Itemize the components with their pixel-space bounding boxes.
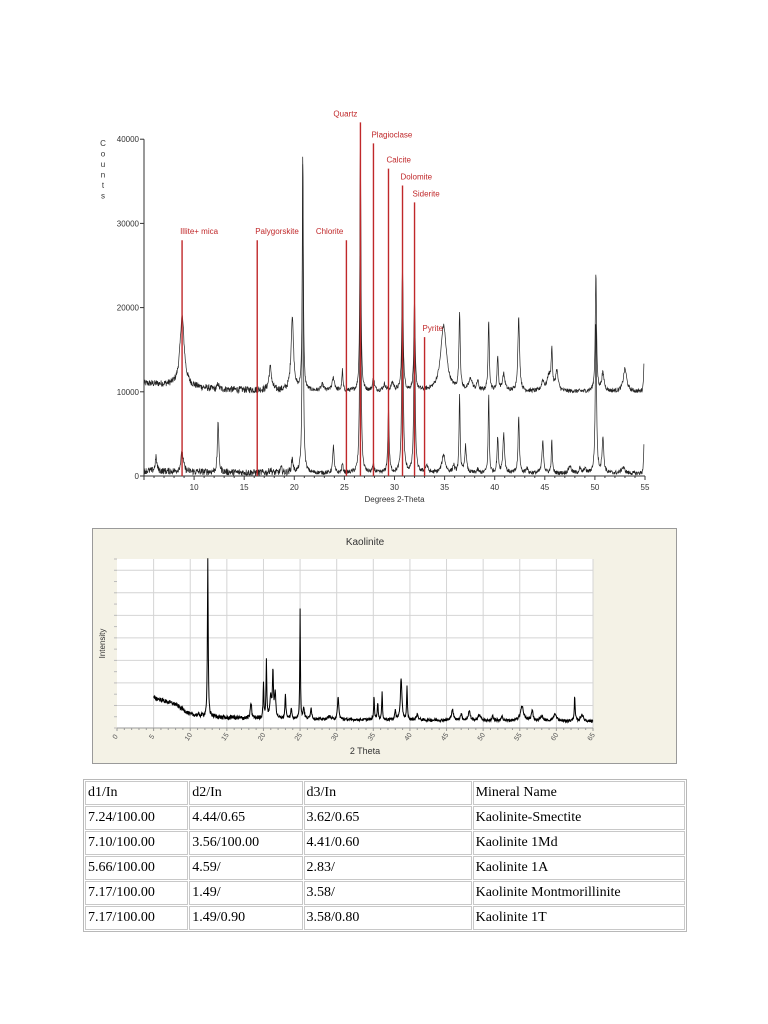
table-row: 7.17/100.00 1.49/3.58/Kaolinite Montmoril… bbox=[85, 881, 685, 905]
x-tick-label: 55 bbox=[513, 732, 523, 742]
table-cell: 3.62/0.65 bbox=[303, 806, 472, 830]
x-tick-label: 10 bbox=[184, 732, 194, 742]
x-tick-label: 45 bbox=[440, 732, 450, 742]
y-tick-label: 30000 bbox=[117, 219, 140, 228]
x-tick-label: 60 bbox=[550, 732, 560, 742]
reference-label: Quartz bbox=[333, 110, 357, 118]
x-tick-label: 55 bbox=[641, 483, 650, 492]
table-cell: Kaolinite 1A bbox=[472, 856, 685, 880]
x-tick-label: 25 bbox=[340, 483, 349, 492]
x-tick-label: 5 bbox=[148, 733, 156, 740]
reference-label: Calcite bbox=[386, 156, 411, 165]
reference-label: Chlorite bbox=[316, 227, 344, 236]
table-cell: 3.58/ bbox=[303, 881, 472, 905]
table-cell: 4.44/0.65 bbox=[189, 806, 303, 830]
y-tick-label: 20000 bbox=[117, 304, 140, 313]
x-tick-label: 50 bbox=[477, 732, 487, 742]
column-header: Mineral Name bbox=[472, 781, 685, 805]
plot-area bbox=[117, 559, 593, 728]
mineral-table: d1/In d2/In d3/In Mineral Name 7.24/100.00 4.… bbox=[83, 779, 687, 932]
column-header: d1/In bbox=[85, 781, 189, 805]
table-cell: 3.58/0.80 bbox=[303, 906, 472, 930]
x-tick-label: 10 bbox=[190, 483, 199, 492]
table-cell: 1.49/ bbox=[189, 881, 303, 905]
reference-label: Pyrite bbox=[423, 324, 444, 333]
x-tick-label: 30 bbox=[390, 483, 399, 492]
x-tick-label: 15 bbox=[240, 483, 249, 492]
x-tick-label: 30 bbox=[330, 732, 340, 742]
table-cell: Kaolinite-Smectite bbox=[472, 806, 685, 830]
table-cell: 4.41/0.60 bbox=[303, 831, 472, 855]
table-cell: Kaolinite Montmorillinite bbox=[472, 881, 685, 905]
x-axis-label: Degrees 2-Theta bbox=[364, 495, 425, 504]
x-tick-label: 20 bbox=[257, 732, 267, 742]
table-row: 5.66/100.00 4.59/2.83/Kaolinite 1A bbox=[85, 856, 685, 880]
table-header-row: d1/In d2/In d3/In Mineral Name bbox=[85, 781, 685, 805]
reference-label: Siderite bbox=[413, 189, 441, 198]
y-tick-label: 0 bbox=[135, 472, 140, 481]
reference-label: Illite+ mica bbox=[180, 227, 219, 236]
table-cell: 2.83/ bbox=[303, 856, 472, 880]
kaolinite-chart: 0 5 10 15 20 25 30 35 40 45 50 55 60 65 Kaolinite 2 The… bbox=[98, 537, 597, 756]
y-tick-label: 10000 bbox=[117, 388, 140, 397]
series-line-1 bbox=[143, 138, 645, 394]
table-cell: 7.24/100.00 bbox=[85, 806, 189, 830]
x-tick-label: 35 bbox=[367, 732, 377, 742]
x-tick-label: 65 bbox=[587, 732, 597, 742]
x-tick-label: 20 bbox=[290, 483, 299, 492]
x-tick-label: 35 bbox=[440, 483, 449, 492]
x-tick-label: 50 bbox=[590, 483, 599, 492]
table-cell: 7.10/100.00 bbox=[85, 831, 189, 855]
x-tick-label: 15 bbox=[221, 732, 231, 742]
table-row: 7.17/100.00 1.49/0.90 3.58/0.80 Kaolinite 1… bbox=[85, 906, 685, 930]
table-cell: 4.59/ bbox=[189, 856, 303, 880]
xrd-pattern-chart: 10 15 20 25 30 35 40 45 50 55 0 10000 20000 30000 4000… bbox=[100, 110, 650, 504]
x-tick-label: 45 bbox=[540, 483, 549, 492]
table-cell: 7.17/100.00 bbox=[85, 881, 189, 905]
reference-label: Plagioclase bbox=[371, 130, 412, 139]
x-tick-label: 40 bbox=[490, 483, 499, 492]
x-tick-label: 0 bbox=[112, 733, 120, 740]
y-axis-label: Intensity bbox=[98, 629, 107, 659]
table-cell: 1.49/0.90 bbox=[189, 906, 303, 930]
series-line-2 bbox=[143, 140, 645, 477]
reference-label: Palygorskite bbox=[255, 227, 299, 236]
column-header: d3/In bbox=[303, 781, 472, 805]
x-tick-label: 40 bbox=[404, 732, 414, 742]
reference-label: Dolomite bbox=[401, 173, 433, 182]
table-row: 7.24/100.00 4.44/0.65 3.62/0.65 Kaolinite-S… bbox=[85, 806, 685, 830]
x-tick-label: 25 bbox=[294, 732, 304, 742]
table-cell: Kaolinite 1T bbox=[472, 906, 685, 930]
table-cell: 3.56/100.00 bbox=[189, 831, 303, 855]
kaolinite-chart-panel: 0 5 10 15 20 25 30 35 40 45 50 55 60 65 Kaolinite 2 The… bbox=[92, 528, 677, 764]
x-axis-label: 2 Theta bbox=[350, 746, 380, 756]
y-tick-label: 40000 bbox=[117, 135, 140, 144]
table-cell: 5.66/100.00 bbox=[85, 856, 189, 880]
chart-title: Kaolinite bbox=[346, 537, 385, 548]
table-cell: Kaolinite 1Md bbox=[472, 831, 685, 855]
table-cell: 7.17/100.00 bbox=[85, 906, 189, 930]
series-line bbox=[153, 558, 594, 724]
column-header: d2/In bbox=[189, 781, 303, 805]
table-row: 7.10/100.00 3.56/100.00 4.41/0.60 Kaolinite… bbox=[85, 831, 685, 855]
